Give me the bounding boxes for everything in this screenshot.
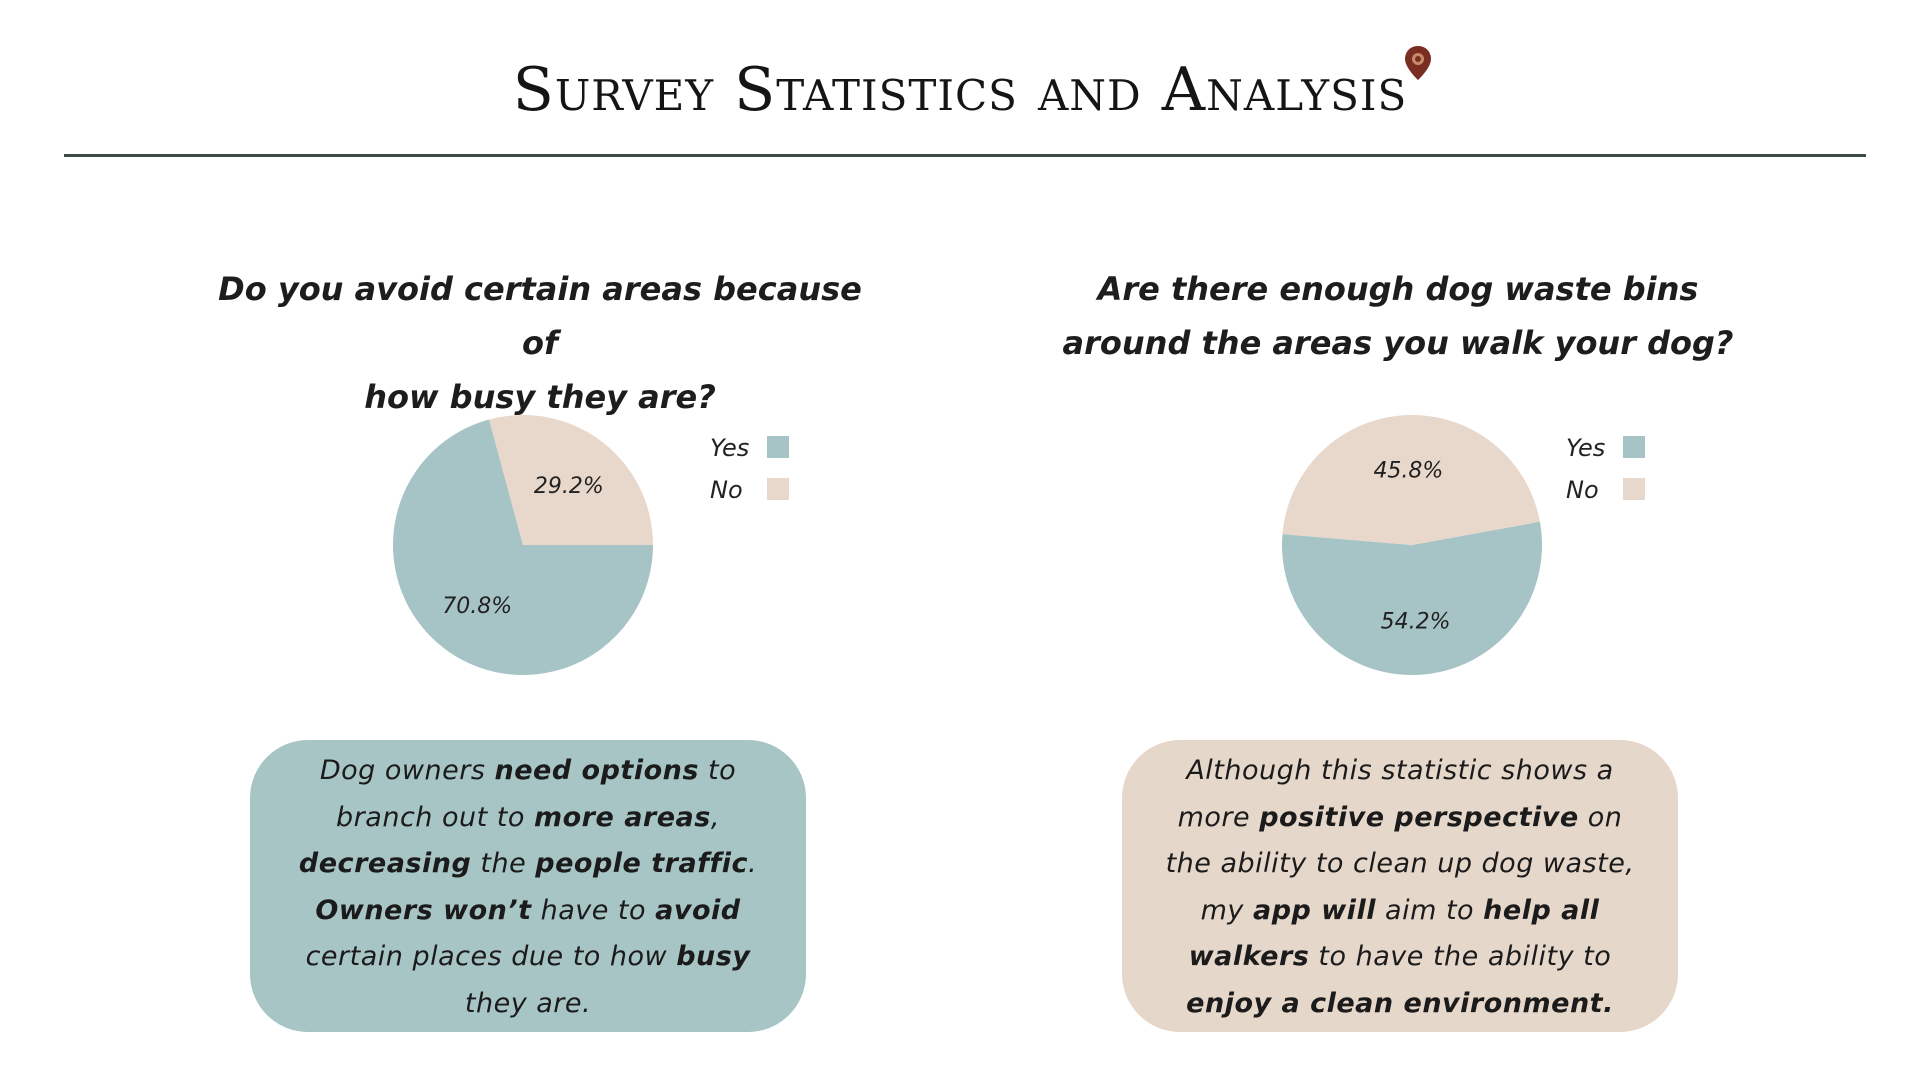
- chart-1-legend-label-yes: Yes: [710, 434, 749, 462]
- title-wrap: Survey Statistics and Analysis: [512, 46, 1432, 130]
- chart-2-title: Are there enough dog waste bins around t…: [1058, 262, 1738, 370]
- chart-1-legend-label-no: No: [710, 476, 743, 504]
- chart-2-data-label-no: 45.8%: [1373, 459, 1443, 484]
- callout-text-segment: Dog owners: [319, 755, 495, 786]
- chart-1-legend-swatch-yes: [767, 436, 789, 458]
- callout-text-segment: on the ability to clean up dog waste, my: [1165, 801, 1635, 926]
- callout-text-segment: the: [471, 848, 536, 879]
- callout-text-segment: to have the ability to: [1309, 941, 1612, 972]
- chart-1-slice-no: [489, 415, 653, 545]
- callout-text-segment: have to: [531, 894, 656, 926]
- chart-1-legend-swatch-no: [767, 478, 789, 500]
- chart-2-title-line-2: around the areas you walk your dog?: [1062, 324, 1734, 362]
- callout-text-segment: enjoy a clean environment.: [1186, 987, 1614, 1019]
- chart-2-legend-swatch-yes: [1623, 436, 1645, 458]
- callout-text-segment: aim to: [1375, 894, 1484, 926]
- chart-1-title: Do you avoid certain areas because of ho…: [200, 262, 880, 424]
- callout-text-segment: app will: [1252, 894, 1376, 926]
- callout-text-segment: they are.: [464, 987, 592, 1019]
- pie-chart-busy-areas: 70.8% 29.2% Yes No: [393, 415, 789, 675]
- chart-2-slice-no: [1282, 415, 1540, 545]
- chart-1-data-label-no: 29.2%: [534, 474, 604, 499]
- callout-text-segment: to branch out to: [336, 755, 737, 833]
- page-title: Survey Statistics and Analysis: [0, 46, 1920, 130]
- title-divider: [64, 154, 1866, 157]
- analysis-callout-waste-bins: Although this statistic shows a more pos…: [1122, 740, 1678, 1032]
- callout-text-segment: people traffic: [535, 848, 748, 879]
- chart-1-data-label-yes: 70.8%: [442, 594, 512, 619]
- callout-text-segment: positive perspective: [1259, 801, 1579, 833]
- map-pin-icon: [1405, 46, 1432, 80]
- chart-2-legend-swatch-no: [1623, 478, 1645, 500]
- callout-text-segment: help all walkers: [1188, 894, 1600, 973]
- page-title-text: Survey Statistics and Analysis: [512, 55, 1408, 125]
- callout-text-segment: busy: [676, 941, 751, 972]
- callout-text-segment: Although this statistic shows a more: [1177, 755, 1614, 833]
- callout-text-segment: ,: [710, 801, 720, 833]
- chart-1-title-line-2: how busy they are?: [364, 378, 716, 416]
- callout-text-segment: need options: [494, 755, 699, 786]
- analysis-callout-busy-areas: Dog owners need options to branch out to…: [250, 740, 806, 1032]
- chart-2-title-line-1: Are there enough dog waste bins: [1097, 270, 1699, 308]
- callout-text-segment: avoid: [655, 894, 741, 926]
- chart-1-slice-yes: [393, 419, 653, 675]
- chart-2-legend-label-yes: Yes: [1566, 434, 1605, 462]
- chart-2-legend-label-no: No: [1566, 476, 1599, 504]
- callout-text-segment: .: [747, 848, 758, 879]
- callout-text-segment: Owners won’t: [315, 894, 532, 926]
- chart-2-data-label-yes: 54.2%: [1381, 609, 1451, 634]
- chart-2-slice-yes: [1282, 521, 1542, 675]
- callout-text-segment: decreasing: [298, 848, 472, 879]
- callout-text-segment: more areas: [533, 801, 711, 833]
- pie-chart-waste-bins: 54.2% 45.8% Yes No: [1282, 415, 1645, 675]
- callout-text-segment: certain places due to how: [305, 941, 677, 972]
- chart-1-title-line-1: Do you avoid certain areas because of: [218, 270, 862, 362]
